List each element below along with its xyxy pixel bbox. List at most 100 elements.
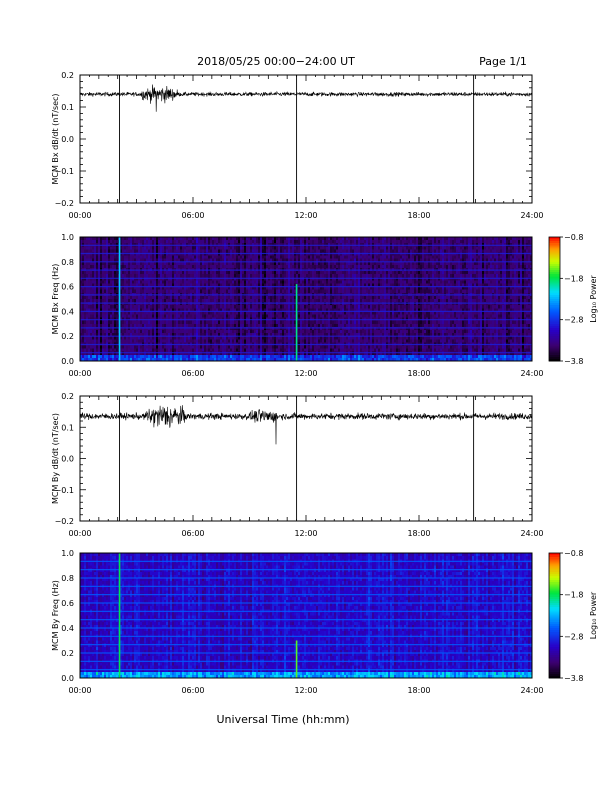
spectrogram-cell: [522, 255, 525, 259]
spectrogram-cell: [398, 249, 401, 253]
spectrogram-cell: [264, 240, 267, 244]
spectrogram-cell: [310, 252, 313, 256]
spectrogram-cell: [530, 246, 533, 250]
spectrogram-cell: [288, 237, 291, 241]
spectrogram-cell: [238, 255, 241, 259]
spectrogram-cell: [88, 289, 91, 294]
spectrogram-cell: [372, 277, 375, 281]
spectrogram-cell: [214, 237, 217, 241]
spectrogram-cell: [212, 249, 215, 253]
spectrogram-cell: [296, 264, 299, 269]
spectrogram-cell: [408, 252, 411, 256]
spectrogram-cell: [130, 271, 133, 275]
spectrogram-cell: [298, 249, 301, 253]
spectrogram-cell: [340, 258, 343, 263]
spectrogram-cell: [292, 261, 295, 266]
spectrogram-cell: [470, 261, 473, 266]
spectrogram-cell: [236, 280, 239, 284]
spectrogram-cell: [92, 258, 95, 263]
spectrogram-cell: [442, 258, 445, 263]
spectrogram-cell: [134, 249, 137, 253]
spectrogram-cell: [386, 271, 389, 275]
spectrogram-cell: [312, 299, 315, 303]
spectrogram-cell: [274, 261, 277, 266]
spectrogram-cell: [318, 264, 321, 269]
spectrogram-cell: [482, 289, 485, 294]
spectrogram-cell: [110, 255, 113, 259]
spectrogram-cell: [352, 258, 355, 263]
spectrogram-cell: [436, 280, 439, 284]
spectrogram-cell: [450, 280, 453, 284]
spectrogram-cell: [484, 237, 487, 241]
spectrogram-cell: [102, 295, 105, 300]
spectrogram-cell: [184, 280, 187, 284]
spectrogram-cell: [226, 255, 229, 259]
spectrogram-cell: [452, 255, 455, 259]
spectrogram-cell: [520, 295, 523, 300]
spectrogram-cell: [426, 258, 429, 263]
spectrogram-cell: [530, 258, 533, 263]
spectrogram-cell: [472, 264, 475, 269]
spectrogram-cell: [390, 240, 393, 244]
spectrogram-cell: [104, 261, 107, 266]
spectrogram-cell: [258, 255, 261, 259]
spectrogram-cell: [156, 240, 159, 244]
spectrogram-cell: [338, 246, 341, 250]
spectrogram-cell: [250, 237, 253, 241]
y-tick-label: −0.1: [55, 167, 74, 176]
spectrogram-cell: [122, 274, 125, 278]
spectrogram-cell: [106, 277, 109, 281]
spectrogram-cell: [278, 274, 281, 278]
spectrogram-cell: [168, 289, 171, 294]
spectrogram-cell: [234, 295, 237, 300]
spectrogram-cell: [454, 274, 457, 278]
spectrogram-cell: [404, 261, 407, 266]
spectrogram-cell: [322, 237, 325, 241]
spectrogram-cell: [128, 299, 131, 303]
spectrogram-cell: [244, 246, 247, 250]
spectrogram-cell: [460, 237, 463, 241]
spectrogram-cell: [172, 274, 175, 278]
spectrogram-cell: [492, 280, 495, 284]
spectrogram-cell: [424, 280, 427, 284]
spectrogram-cell: [418, 252, 421, 256]
spectrogram-cell: [256, 255, 259, 259]
spectrogram-cell: [322, 299, 325, 303]
spectrogram-cell: [522, 237, 525, 241]
spectrogram-cell: [388, 255, 391, 259]
spectrogram-cell: [432, 277, 435, 281]
spectrogram-cell: [292, 283, 295, 287]
spectrogram-cell: [342, 249, 345, 253]
spectrogram-cell: [390, 289, 393, 294]
spectrogram-cell: [260, 264, 263, 269]
spectrogram-cell: [228, 295, 231, 300]
spectrogram-cell: [500, 295, 503, 300]
spectrogram-cell: [416, 258, 419, 263]
spectrogram-cell: [252, 295, 255, 300]
spectrogram-cell: [326, 289, 329, 294]
spectrogram-cell: [390, 255, 393, 259]
spectrogram-cell: [366, 277, 369, 281]
spectrogram-cell: [270, 299, 273, 303]
spectrogram-cell: [340, 274, 343, 278]
spectrogram-cell: [276, 277, 279, 281]
spectrogram-cell: [304, 280, 307, 284]
spectrogram-cell: [164, 246, 167, 250]
spectrogram-cell: [386, 246, 389, 250]
spectrogram-cell: [284, 240, 287, 244]
spectrogram-cell: [518, 252, 521, 256]
spectrogram-cell: [326, 283, 329, 287]
spectrogram-cell: [356, 246, 359, 250]
spectrogram-cell: [174, 264, 177, 269]
spectrogram-cell: [430, 280, 433, 284]
spectrogram-cell: [326, 240, 329, 244]
spectrogram-cell: [312, 255, 315, 259]
spectrogram-cell: [400, 237, 403, 241]
spectrogram-cell: [206, 283, 209, 287]
spectrogram-cell: [500, 246, 503, 250]
spectrogram-cell: [160, 237, 163, 241]
spectrogram-cell: [384, 249, 387, 253]
spectrogram-cell: [184, 261, 187, 266]
spectrogram-cell: [176, 277, 179, 281]
spectrogram-cell: [154, 255, 157, 259]
